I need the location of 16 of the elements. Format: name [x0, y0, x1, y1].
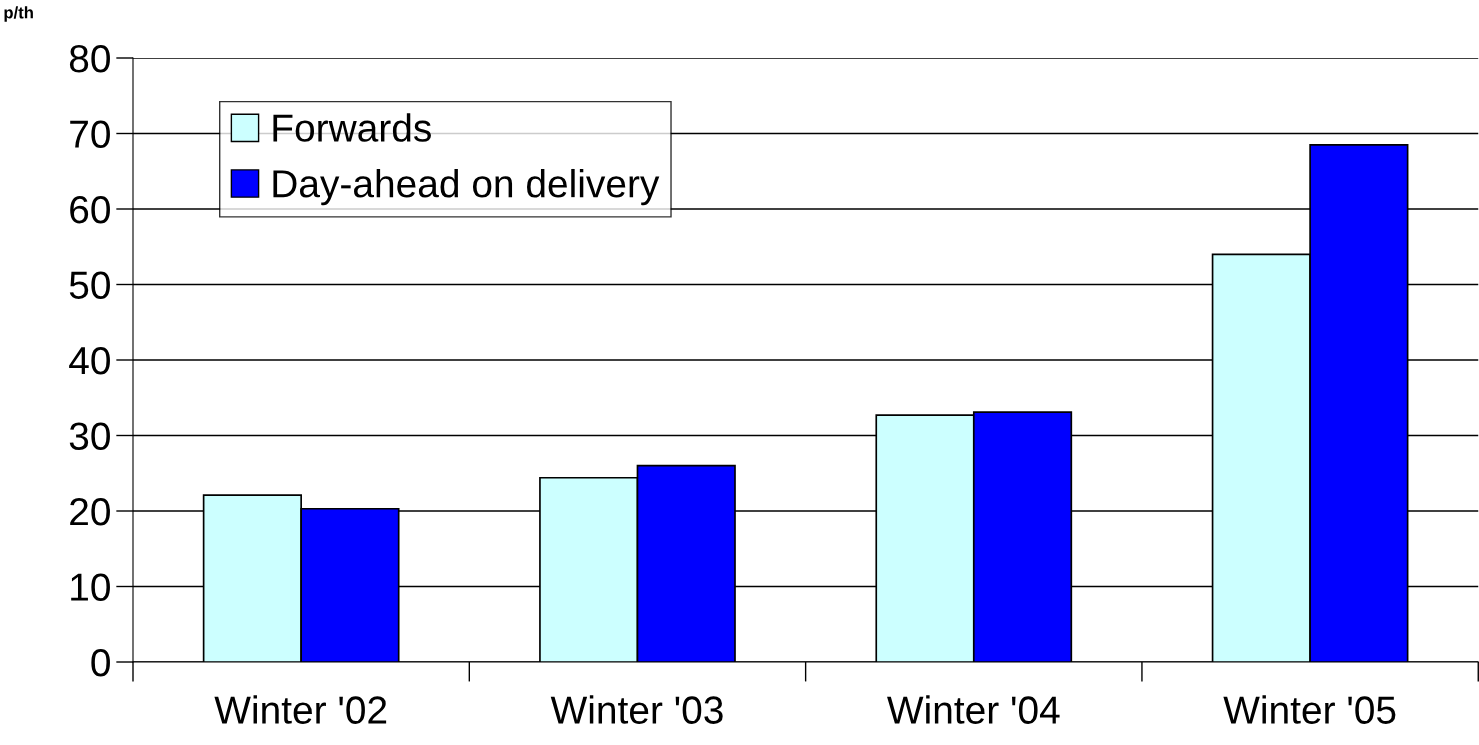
y-tick-label: 40 [69, 346, 110, 375]
y-tick-label: 10 [71, 573, 110, 601]
legend-label: Day-ahead on delivery [273, 168, 660, 206]
x-tick-label: Winter '03 [550, 695, 723, 724]
y-tick-label: 60 [70, 195, 110, 224]
y-tick-label: 80 [69, 44, 110, 73]
y-tick-label: 70 [70, 120, 110, 148]
y-tick-label: 0 [91, 648, 110, 677]
x-tick-label: Winter '04 [887, 695, 1060, 724]
y-tick-label: 50 [69, 271, 110, 299]
y-tick-label: 20 [70, 497, 110, 526]
y-tick-label: 30 [69, 422, 110, 450]
y-axis-title: p/th [4, 6, 33, 22]
legend-label: Forwards [273, 113, 431, 142]
x-tick-label: Winter '02 [214, 695, 387, 724]
x-tick-label: Winter '05 [1223, 695, 1396, 724]
